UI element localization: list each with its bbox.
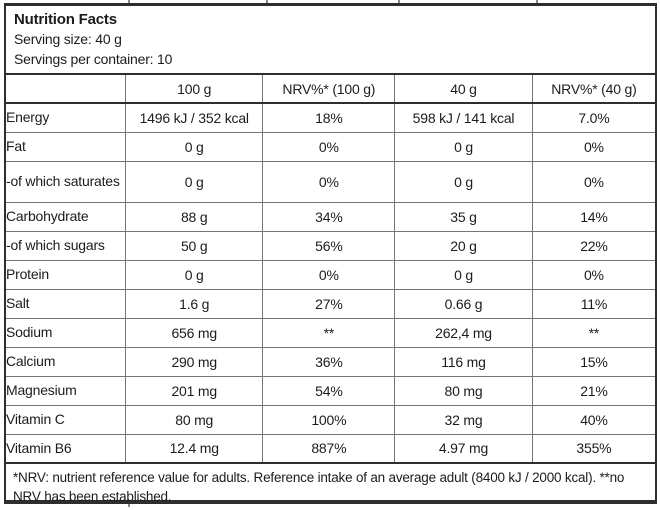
col-header-100g: 100 g bbox=[125, 75, 264, 104]
serving-size-text: Serving size: 40 g bbox=[14, 31, 122, 47]
table-row-sugars: -of which sugars 50 g 56% 20 g 22% bbox=[6, 231, 655, 261]
nutrition-table: 100 g NRV%* (100 g) 40 g NRV%* (40 g) En… bbox=[6, 75, 655, 464]
table-header-row: 100 g NRV%* (100 g) 40 g NRV%* (40 g) bbox=[6, 75, 655, 104]
value-cell: 0 g bbox=[394, 132, 533, 162]
value-cell: 0% bbox=[262, 161, 396, 203]
table-row-fat: Fat 0 g 0% 0 g 0% bbox=[6, 132, 655, 162]
table-row-vitamin-b6: Vitamin B6 12.4 mg 887% 4.97 mg 355% bbox=[6, 434, 655, 464]
value-cell: 1.6 g bbox=[125, 289, 264, 319]
value-cell: 0% bbox=[532, 260, 655, 290]
value-cell: 0 g bbox=[125, 161, 264, 203]
value-cell: 355% bbox=[532, 434, 655, 464]
value-cell: 201 mg bbox=[125, 376, 264, 406]
value-cell: 0 g bbox=[394, 260, 533, 290]
table-row-salt: Salt 1.6 g 27% 0.66 g 11% bbox=[6, 289, 655, 319]
value-cell: 34% bbox=[262, 202, 396, 232]
value-cell: 88 g bbox=[125, 202, 264, 232]
nutrient-cell: Calcium bbox=[6, 347, 126, 377]
value-cell: 18% bbox=[262, 103, 396, 133]
value-cell: 598 kJ / 141 kcal bbox=[394, 103, 533, 133]
value-cell: 1496 kJ / 352 kcal bbox=[125, 103, 264, 133]
nutrient-cell: Salt bbox=[6, 289, 126, 319]
bottom-crop-tick bbox=[128, 503, 130, 507]
value-cell: 7.0% bbox=[532, 103, 655, 133]
value-cell: 0 g bbox=[125, 260, 264, 290]
value-cell: 50 g bbox=[125, 231, 264, 261]
value-cell: 21% bbox=[532, 376, 655, 406]
table-row-protein: Protein 0 g 0% 0 g 0% bbox=[6, 260, 655, 290]
value-cell: ** bbox=[262, 318, 396, 348]
value-cell: 54% bbox=[262, 376, 396, 406]
col-header-40g: 40 g bbox=[394, 75, 533, 104]
value-cell: 262,4 mg bbox=[394, 318, 533, 348]
nutrient-cell: Carbohydrate bbox=[6, 202, 126, 232]
value-cell: 27% bbox=[262, 289, 396, 319]
nutrient-cell: Sodium bbox=[6, 318, 126, 348]
value-cell: 887% bbox=[262, 434, 396, 464]
label-header: Nutrition Facts Serving size: 40 g Servi… bbox=[6, 6, 655, 75]
value-cell: 80 mg bbox=[125, 405, 264, 435]
top-crop-tick bbox=[536, 0, 538, 4]
table-row-carbohydrate: Carbohydrate 88 g 34% 35 g 14% bbox=[6, 202, 655, 232]
value-cell: 40% bbox=[532, 405, 655, 435]
value-cell: 0 g bbox=[394, 161, 533, 203]
table-row-magnesium: Magnesium 201 mg 54% 80 mg 21% bbox=[6, 376, 655, 406]
value-cell: 11% bbox=[532, 289, 655, 319]
nutrient-cell: Vitamin C bbox=[6, 405, 126, 435]
table-row-sodium: Sodium 656 mg ** 262,4 mg ** bbox=[6, 318, 655, 348]
top-crop-tick bbox=[266, 0, 268, 4]
value-cell: ** bbox=[532, 318, 655, 348]
value-cell: 0% bbox=[262, 132, 396, 162]
value-cell: 0 g bbox=[125, 132, 264, 162]
value-cell: 15% bbox=[532, 347, 655, 377]
value-cell: 0% bbox=[532, 161, 655, 203]
value-cell: 290 mg bbox=[125, 347, 264, 377]
nutrient-cell: Protein bbox=[6, 260, 126, 290]
nutrient-cell: Fat bbox=[6, 132, 126, 162]
value-cell: 0.66 g bbox=[394, 289, 533, 319]
nutrient-cell: Vitamin B6 bbox=[6, 434, 126, 464]
col-header-nutrient bbox=[6, 75, 126, 104]
label-title: Nutrition Facts bbox=[14, 11, 117, 28]
value-cell: 12.4 mg bbox=[125, 434, 264, 464]
value-cell: 56% bbox=[262, 231, 396, 261]
value-cell: 80 mg bbox=[394, 376, 533, 406]
value-cell: 14% bbox=[532, 202, 655, 232]
top-crop-tick bbox=[128, 0, 130, 4]
nutrition-label: Nutrition Facts Serving size: 40 g Servi… bbox=[4, 3, 657, 504]
top-crop-tick bbox=[398, 0, 400, 4]
value-cell: 35 g bbox=[394, 202, 533, 232]
nutrient-cell: -of which saturates bbox=[6, 161, 126, 203]
value-cell: 0% bbox=[532, 132, 655, 162]
value-cell: 20 g bbox=[394, 231, 533, 261]
value-cell: 36% bbox=[262, 347, 396, 377]
value-cell: 116 mg bbox=[394, 347, 533, 377]
value-cell: 22% bbox=[532, 231, 655, 261]
value-cell: 32 mg bbox=[394, 405, 533, 435]
table-row-energy: Energy 1496 kJ / 352 kcal 18% 598 kJ / 1… bbox=[6, 103, 655, 133]
value-cell: 100% bbox=[262, 405, 396, 435]
col-header-nrv-40g: NRV%* (40 g) bbox=[532, 75, 655, 104]
nutrient-cell: -of which sugars bbox=[6, 231, 126, 261]
table-row-saturates: -of which saturates 0 g 0% 0 g 0% bbox=[6, 161, 655, 203]
value-cell: 656 mg bbox=[125, 318, 264, 348]
table-row-calcium: Calcium 290 mg 36% 116 mg 15% bbox=[6, 347, 655, 377]
value-cell: 4.97 mg bbox=[394, 434, 533, 464]
value-cell: 0% bbox=[262, 260, 396, 290]
nrv-footnote: *NRV: nutrient reference value for adult… bbox=[13, 470, 625, 504]
table-row-vitamin-c: Vitamin C 80 mg 100% 32 mg 40% bbox=[6, 405, 655, 435]
col-header-nrv-100g: NRV%* (100 g) bbox=[262, 75, 396, 104]
servings-per-container-text: Servings per container: 10 bbox=[14, 50, 173, 67]
nutrient-cell: Energy bbox=[6, 103, 126, 133]
nutrient-cell: Magnesium bbox=[6, 376, 126, 406]
